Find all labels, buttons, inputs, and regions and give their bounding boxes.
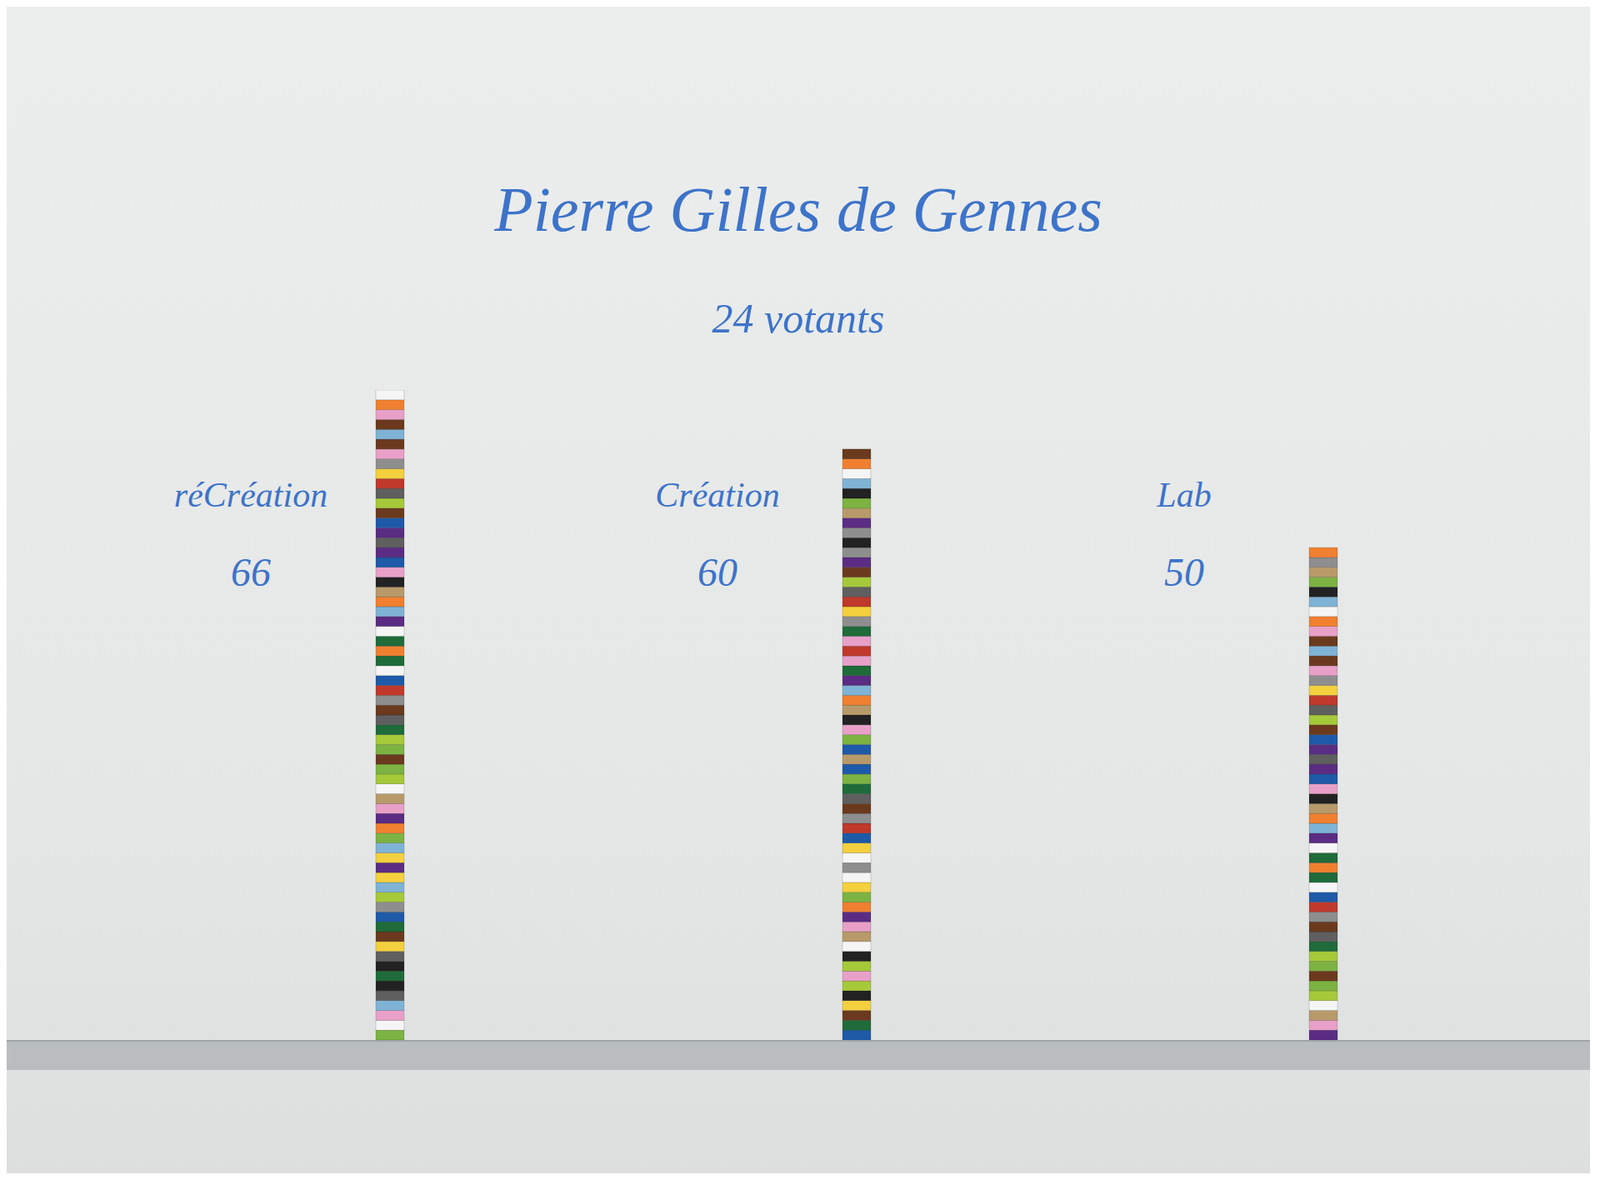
svg-text:50: 50 bbox=[1164, 550, 1205, 595]
svg-text:Création: Création bbox=[655, 475, 780, 515]
svg-text:réCréation: réCréation bbox=[174, 475, 328, 515]
html-text:24 votants: 24 votants bbox=[712, 295, 885, 342]
svg-text:66: 66 bbox=[230, 550, 271, 595]
svg-text:60: 60 bbox=[697, 550, 738, 595]
html-text:Pierre Gilles de Gennes: Pierre Gilles de Gennes bbox=[494, 174, 1103, 245]
svg-text:Lab: Lab bbox=[1155, 475, 1211, 515]
